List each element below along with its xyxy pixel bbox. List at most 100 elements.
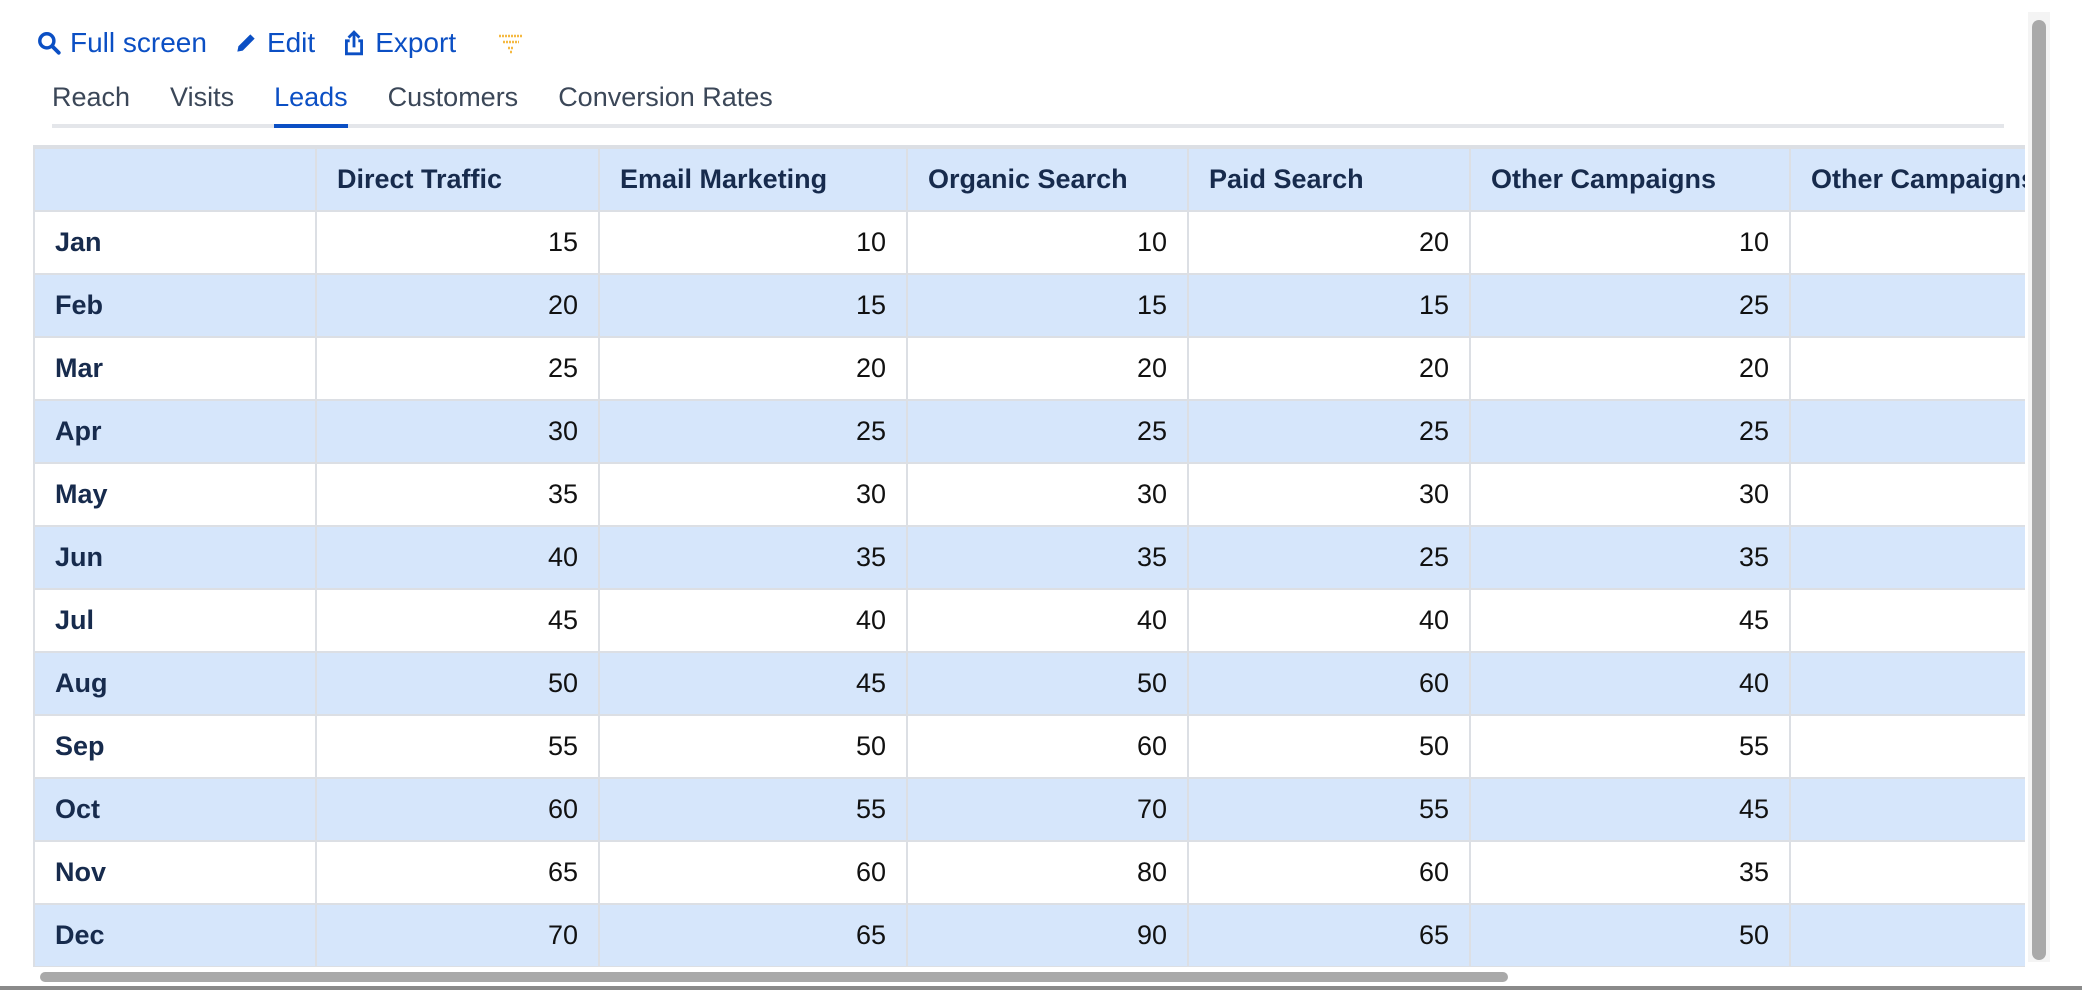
value-cell: 65 — [1187, 903, 1471, 967]
value-cell: 90 — [906, 903, 1189, 967]
value-cell — [1789, 588, 2025, 653]
month-cell: Dec — [33, 903, 317, 967]
month-cell: Jan — [33, 210, 317, 275]
export-label: Export — [375, 27, 457, 58]
value-cell: 35 — [1469, 525, 1791, 590]
value-cell: 65 — [315, 840, 600, 905]
value-cell: 25 — [1187, 525, 1471, 590]
month-cell: Feb — [33, 273, 317, 338]
column-header — [33, 147, 317, 212]
horizontal-scrollbar[interactable] — [36, 970, 2026, 984]
value-cell: 25 — [906, 399, 1189, 464]
horizontal-scrollbar-thumb[interactable] — [40, 972, 1508, 982]
month-cell: Jun — [33, 525, 317, 590]
vertical-scrollbar[interactable] — [2028, 12, 2050, 962]
value-cell: 15 — [1187, 273, 1471, 338]
value-cell: 25 — [315, 336, 600, 401]
edit-button[interactable]: Edit — [233, 27, 315, 59]
column-header: Paid Search — [1187, 147, 1471, 212]
funnel-icon[interactable] — [496, 30, 526, 56]
value-cell: 60 — [1187, 840, 1471, 905]
value-cell: 10 — [598, 210, 908, 275]
column-header: Email Marketing — [598, 147, 908, 212]
value-cell: 45 — [1469, 588, 1791, 653]
tab-reach[interactable]: Reach — [52, 82, 131, 112]
value-cell — [1789, 714, 2025, 779]
value-cell: 20 — [1187, 210, 1471, 275]
value-cell: 50 — [1469, 903, 1791, 967]
table-row: Nov 65 60 80 60 35 — [33, 840, 2025, 905]
value-cell: 45 — [1469, 777, 1791, 842]
tab-conversion-rates[interactable]: Conversion Rates — [558, 82, 773, 112]
value-cell: 35 — [906, 525, 1189, 590]
value-cell: 10 — [1469, 210, 1791, 275]
value-cell: 30 — [906, 462, 1189, 527]
table-row: May 35 30 30 30 30 — [33, 462, 2025, 527]
leads-table-container: Direct Traffic Email Marketing Organic Sea… — [33, 145, 2025, 967]
value-cell: 60 — [598, 840, 908, 905]
value-cell: 30 — [598, 462, 908, 527]
tab-customers[interactable]: Customers — [387, 82, 519, 112]
value-cell — [1789, 903, 2025, 967]
value-cell: 25 — [598, 399, 908, 464]
value-cell: 70 — [315, 903, 600, 967]
value-cell: 15 — [906, 273, 1189, 338]
month-cell: Aug — [33, 651, 317, 716]
month-cell: Apr — [33, 399, 317, 464]
share-icon — [345, 30, 364, 56]
value-cell: 45 — [598, 651, 908, 716]
tab-bar: Reach Visits Leads Customers Conversion … — [52, 82, 2004, 128]
value-cell — [1789, 399, 2025, 464]
value-cell: 55 — [1469, 714, 1791, 779]
month-cell: Jul — [33, 588, 317, 653]
value-cell: 40 — [906, 588, 1189, 653]
vertical-scrollbar-thumb[interactable] — [2032, 20, 2046, 960]
table-row: Mar 25 20 20 20 20 — [33, 336, 2025, 401]
value-cell: 50 — [906, 651, 1189, 716]
value-cell: 55 — [1187, 777, 1471, 842]
table-row: Aug 50 45 50 60 40 — [33, 651, 2025, 716]
month-cell: Oct — [33, 777, 317, 842]
value-cell: 40 — [1187, 588, 1471, 653]
value-cell: 15 — [315, 210, 600, 275]
table-row: Oct 60 55 70 55 45 — [33, 777, 2025, 842]
table-header-row: Direct Traffic Email Marketing Organic Sea… — [33, 147, 2025, 212]
tab-leads[interactable]: Leads — [274, 82, 348, 128]
full-screen-label: Full screen — [70, 27, 207, 58]
tab-visits[interactable]: Visits — [170, 82, 235, 112]
value-cell — [1789, 525, 2025, 590]
value-cell: 40 — [1469, 651, 1791, 716]
value-cell: 20 — [1187, 336, 1471, 401]
value-cell: 30 — [315, 399, 600, 464]
value-cell: 60 — [906, 714, 1189, 779]
table-row: Dec 70 65 90 65 50 — [33, 903, 2025, 967]
leads-table: Direct Traffic Email Marketing Organic Sea… — [33, 147, 2025, 967]
value-cell: 30 — [1187, 462, 1471, 527]
divider — [0, 986, 2082, 990]
edit-label: Edit — [266, 27, 316, 58]
value-cell: 10 — [906, 210, 1189, 275]
value-cell — [1789, 840, 2025, 905]
column-header: Other Campaigns — [1789, 147, 2025, 212]
value-cell: 40 — [598, 588, 908, 653]
value-cell: 25 — [1187, 399, 1471, 464]
table-row: Sep 55 50 60 50 55 — [33, 714, 2025, 779]
value-cell: 70 — [906, 777, 1189, 842]
full-screen-button[interactable]: Full screen — [36, 27, 207, 59]
table-row: Feb 20 15 15 15 25 — [33, 273, 2025, 338]
value-cell: 25 — [1469, 273, 1791, 338]
column-header: Other Campaigns — [1469, 147, 1791, 212]
value-cell: 50 — [598, 714, 908, 779]
value-cell — [1789, 777, 2025, 842]
value-cell: 20 — [1469, 336, 1791, 401]
value-cell: 55 — [315, 714, 600, 779]
value-cell: 20 — [315, 273, 600, 338]
value-cell: 60 — [1187, 651, 1471, 716]
toolbar: Full screen Edit Export — [36, 24, 526, 62]
month-cell: May — [33, 462, 317, 527]
value-cell — [1789, 651, 2025, 716]
value-cell: 50 — [1187, 714, 1471, 779]
value-cell: 25 — [1469, 399, 1791, 464]
export-button[interactable]: Export — [341, 27, 456, 59]
value-cell: 65 — [598, 903, 908, 967]
